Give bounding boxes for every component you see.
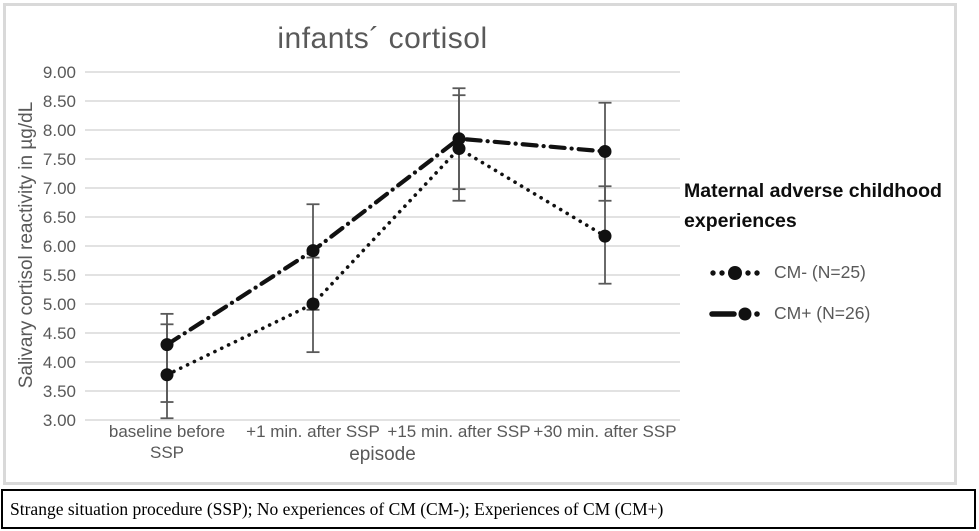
y-tick-label: 6.00 xyxy=(43,237,76,256)
y-tick-label: 7.50 xyxy=(43,150,76,169)
chart-frame xyxy=(3,3,957,485)
data-point-marker xyxy=(598,144,612,158)
y-tick-label: 8.00 xyxy=(43,121,76,140)
y-tick-label: 7.00 xyxy=(43,179,76,198)
x-tick-label: +1 min. after SSP xyxy=(246,422,380,441)
y-axis-label: Salivary cortisol reactivity in µg/dL xyxy=(16,101,37,389)
x-tick-label: baseline before SSP xyxy=(109,422,225,462)
series-line-dotted xyxy=(165,146,607,377)
y-tick-label: 4.00 xyxy=(43,353,76,372)
legend-title: Maternal adverse childhood experiences xyxy=(684,180,942,232)
x-axis-label: episode xyxy=(349,444,416,465)
legend-item-label: CM- (N=25) xyxy=(774,262,866,282)
data-point-marker xyxy=(598,229,612,243)
y-tick-label: 9.00 xyxy=(43,63,76,82)
legend-item-cm-plus: CM+ (N=26) xyxy=(684,303,976,324)
series-line-dashdot xyxy=(164,136,608,347)
y-tick-label: 3.50 xyxy=(43,382,76,401)
dotted-line-icon xyxy=(710,265,760,280)
data-point-marker xyxy=(306,297,320,311)
y-tick-label: 3.00 xyxy=(43,411,76,430)
caption-text: Strange situation procedure (SSP); No ex… xyxy=(10,498,664,519)
data-point-marker xyxy=(452,142,466,156)
dashdot-line-icon xyxy=(709,307,760,320)
data-point-marker xyxy=(160,368,174,382)
legend-item-label: CM+ (N=26) xyxy=(774,303,871,323)
y-tick-label: 4.50 xyxy=(43,324,76,343)
legend-item-cm-minus: CM- (N=25) xyxy=(684,262,976,283)
y-tick-label: 8.50 xyxy=(43,92,76,111)
legend: Maternal adverse childhood experiences C… xyxy=(684,176,976,324)
x-tick-label: +15 min. after SSP xyxy=(387,422,530,441)
caption-box: Strange situation procedure (SSP); No ex… xyxy=(1,489,976,529)
y-tick-label: 6.50 xyxy=(43,208,76,227)
data-point-marker xyxy=(452,132,466,146)
x-tick-label: +30 min. after SSP xyxy=(533,422,676,441)
y-tick-label: 5.00 xyxy=(43,295,76,314)
data-point-marker xyxy=(306,244,320,258)
y-tick-label: 5.50 xyxy=(43,266,76,285)
chart-title: infants´ cortisol xyxy=(277,22,488,55)
data-point-marker xyxy=(160,338,174,352)
error-bar xyxy=(160,312,174,403)
